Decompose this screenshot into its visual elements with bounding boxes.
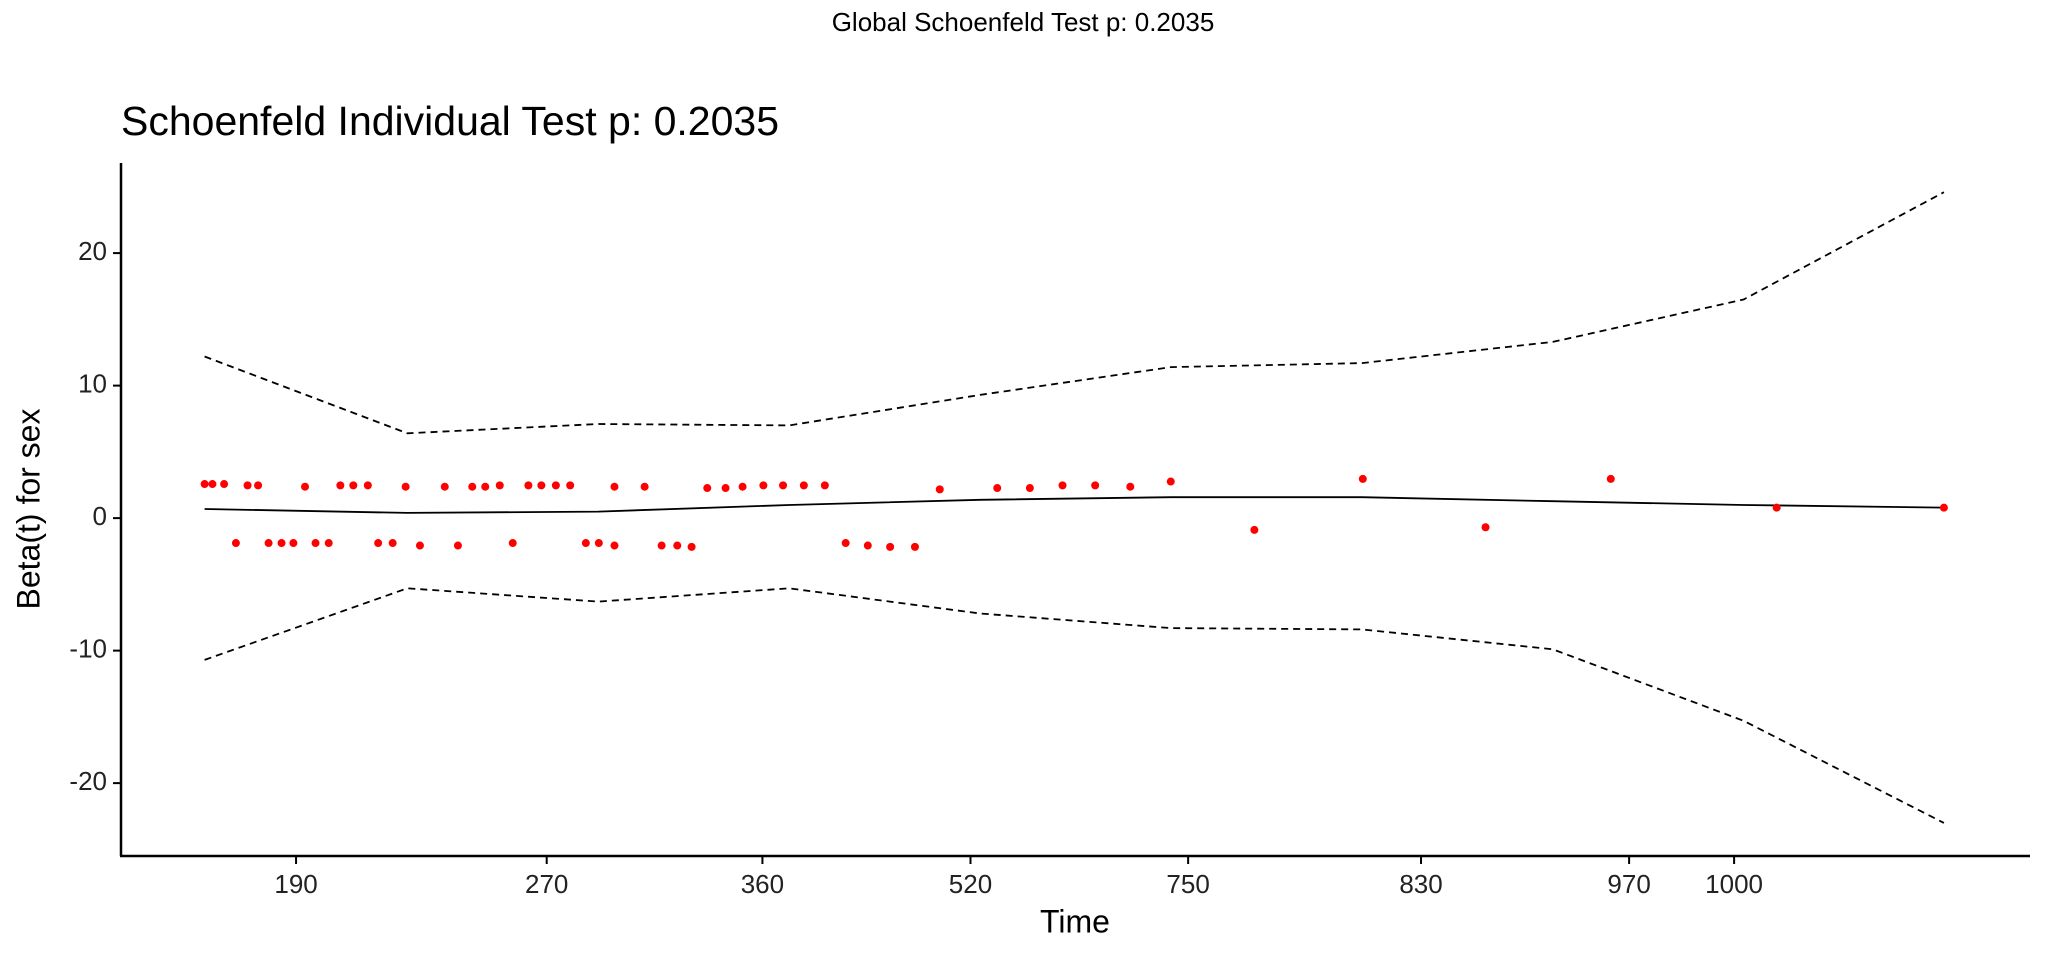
point (1126, 482, 1135, 491)
point (468, 482, 477, 491)
x-tick-label: 1000 (1705, 869, 1763, 899)
point (1166, 477, 1175, 486)
point (289, 539, 298, 548)
point (1939, 503, 1948, 512)
point (243, 481, 252, 490)
point (1772, 503, 1781, 512)
point (1250, 525, 1259, 534)
point (440, 482, 449, 491)
point (363, 481, 372, 490)
x-tick-label: 270 (525, 869, 568, 899)
x-tick-label: 520 (949, 869, 992, 899)
point (220, 480, 229, 489)
point (336, 481, 345, 490)
point (1058, 481, 1067, 490)
point (311, 539, 320, 548)
point (401, 482, 410, 491)
x-tick-label: 750 (1166, 869, 1209, 899)
point (349, 481, 358, 490)
point (820, 481, 829, 490)
point (594, 539, 603, 548)
point (1481, 523, 1490, 532)
point (1091, 481, 1100, 490)
point (264, 539, 273, 548)
point (374, 539, 383, 548)
confidence-band (204, 587, 1945, 824)
x-tick-label: 360 (741, 869, 784, 899)
point (721, 484, 730, 493)
point (415, 541, 424, 550)
point (993, 484, 1002, 493)
point (1025, 484, 1034, 493)
point (1606, 474, 1615, 483)
point (673, 541, 682, 550)
point (779, 481, 788, 490)
point (481, 482, 490, 491)
point (640, 482, 649, 491)
point (200, 480, 209, 489)
point (886, 542, 895, 551)
point (863, 541, 872, 550)
suptitle: Global Schoenfeld Test p: 0.2035 (832, 7, 1215, 37)
point (277, 539, 286, 548)
point (935, 485, 944, 494)
point (581, 539, 590, 548)
point (657, 541, 666, 550)
point (524, 481, 533, 490)
point (759, 481, 768, 490)
point (508, 539, 517, 548)
x-axis-label: Time (1040, 903, 1110, 939)
x-tick-label: 830 (1399, 869, 1442, 899)
point (551, 481, 560, 490)
point (738, 482, 747, 491)
point (841, 539, 850, 548)
point (208, 480, 217, 489)
point (231, 539, 240, 548)
y-tick-label: -20 (69, 766, 107, 796)
fit-line (204, 496, 1944, 514)
point (1358, 474, 1367, 483)
point (537, 481, 546, 490)
confidence-band (204, 191, 1945, 435)
point (388, 539, 397, 548)
chart-title: Schoenfeld Individual Test p: 0.2035 (121, 98, 779, 144)
point (610, 482, 619, 491)
y-axis-label: Beta(t) for sex (10, 409, 46, 610)
y-tick-label: 10 (78, 368, 107, 398)
x-tick-label: 190 (274, 869, 317, 899)
point (453, 541, 462, 550)
y-tick-label: -10 (69, 633, 107, 663)
point (495, 481, 504, 490)
point (703, 484, 712, 493)
point (301, 482, 310, 491)
y-tick-label: 0 (93, 501, 107, 531)
point (324, 539, 333, 548)
point (799, 481, 808, 490)
point (254, 481, 263, 490)
point (610, 541, 619, 550)
point (910, 542, 919, 551)
point (687, 542, 696, 551)
x-tick-label: 970 (1607, 869, 1650, 899)
y-tick-label: 20 (78, 236, 107, 266)
point (566, 481, 575, 490)
